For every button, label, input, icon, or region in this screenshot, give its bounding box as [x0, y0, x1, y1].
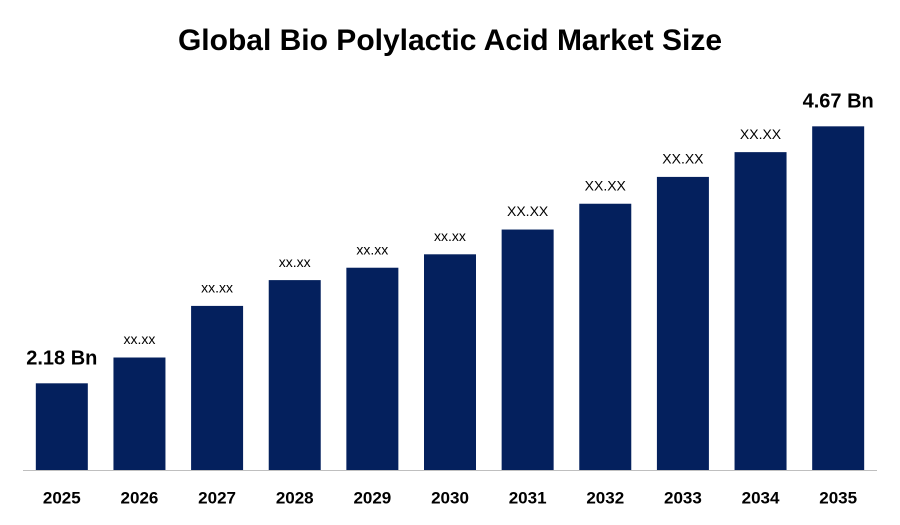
bar: [191, 305, 244, 470]
x-tick-label: 2035: [819, 488, 857, 507]
bar: [424, 254, 476, 470]
x-tick-label: 2029: [353, 488, 391, 507]
bar: [734, 152, 787, 470]
bar: [113, 357, 166, 470]
value-label: xx.xx: [201, 280, 233, 296]
value-label: XX.XX: [585, 177, 627, 193]
x-tick-label: 2025: [43, 488, 81, 507]
bar: [656, 176, 709, 470]
value-label: XX.XX: [507, 203, 549, 219]
value-label: 2.18 Bn: [26, 348, 97, 370]
x-tick-label: 2034: [742, 488, 780, 507]
x-tick-label: 2028: [276, 488, 314, 507]
x-tick-label: 2032: [586, 488, 624, 507]
bar: [346, 267, 399, 470]
value-label: xx.xx: [124, 331, 156, 347]
bar: [268, 280, 321, 470]
value-label: 4.67 Bn: [803, 91, 874, 113]
bar: [501, 229, 554, 470]
bar: [812, 126, 865, 470]
value-label: xx.xx: [356, 241, 388, 257]
chart-title: Global Bio Polylactic Acid Market Size: [178, 24, 722, 57]
x-tick-label: 2033: [664, 488, 702, 507]
bar: [579, 203, 632, 470]
x-tick-label: 2030: [431, 488, 469, 507]
value-label: xx.xx: [434, 228, 466, 244]
x-tick-label: 2031: [509, 488, 547, 507]
value-label: XX.XX: [662, 151, 704, 167]
value-label: XX.XX: [740, 126, 782, 142]
bar: [35, 383, 88, 470]
value-label: xx.xx: [279, 254, 311, 270]
x-tick-label: 2027: [198, 488, 236, 507]
x-tick-label: 2026: [121, 488, 159, 507]
